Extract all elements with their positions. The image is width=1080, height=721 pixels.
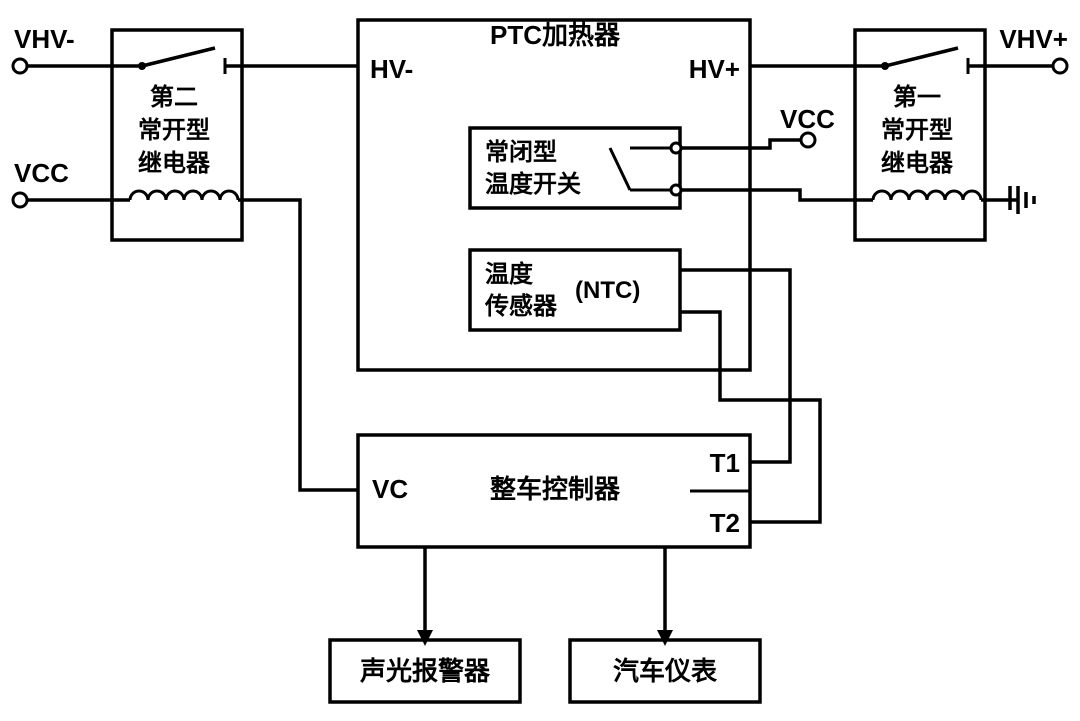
- vehicle-controller-title: 整车控制器: [490, 474, 621, 504]
- vhv-plus-label: VHV+: [999, 24, 1068, 54]
- ntc-label-2: 传感器: [484, 292, 558, 320]
- hv-plus-pin-label: HV+: [689, 54, 740, 84]
- nc-temp-switch-label-1: 常闭型: [485, 139, 557, 166]
- nc-temp-switch-label-2: 温度开关: [485, 170, 581, 198]
- alarm-title: 声光报警器: [360, 656, 491, 686]
- vcc-left-terminal: [13, 193, 27, 207]
- svg-text:第一: 第一: [893, 83, 941, 111]
- vcu-t2-pin-label: T2: [710, 508, 740, 538]
- circuit-diagram: PTC加热器 HV- HV+ 常闭型 温度开关 温度 传感器 (NTC) 第二 …: [0, 0, 1080, 721]
- vcc-mid-label: VCC: [780, 104, 835, 134]
- svg-text:继电器: 继电器: [881, 149, 954, 177]
- svg-text:常开型: 常开型: [138, 117, 210, 144]
- ground-icon: [1010, 186, 1034, 214]
- wire-coilL-to-vcu-vc: [242, 200, 358, 490]
- vcc-left-label: VCC: [14, 158, 69, 188]
- svg-text:继电器: 继电器: [138, 149, 211, 177]
- nc-switch-pin-b: [671, 185, 681, 195]
- vcu-t1-pin-label: T1: [710, 448, 740, 478]
- vhv-plus-terminal: [1053, 59, 1067, 73]
- nc-switch-pin-a: [671, 143, 681, 153]
- vcc-mid-terminal: [801, 133, 815, 147]
- dashboard-title: 汽车仪表: [613, 656, 718, 686]
- vhv-minus-label: VHV-: [14, 24, 75, 54]
- ptc-heater-title: PTC加热器: [490, 20, 621, 50]
- svg-text:第二: 第二: [150, 83, 198, 111]
- svg-text:常开型: 常开型: [881, 117, 953, 144]
- ntc-label-1: 温度: [485, 260, 534, 288]
- vhv-minus-terminal: [13, 59, 27, 73]
- vcu-vc-pin-label: VC: [372, 474, 408, 504]
- hv-minus-pin-label: HV-: [370, 54, 413, 84]
- ntc-suffix: (NTC): [575, 277, 640, 304]
